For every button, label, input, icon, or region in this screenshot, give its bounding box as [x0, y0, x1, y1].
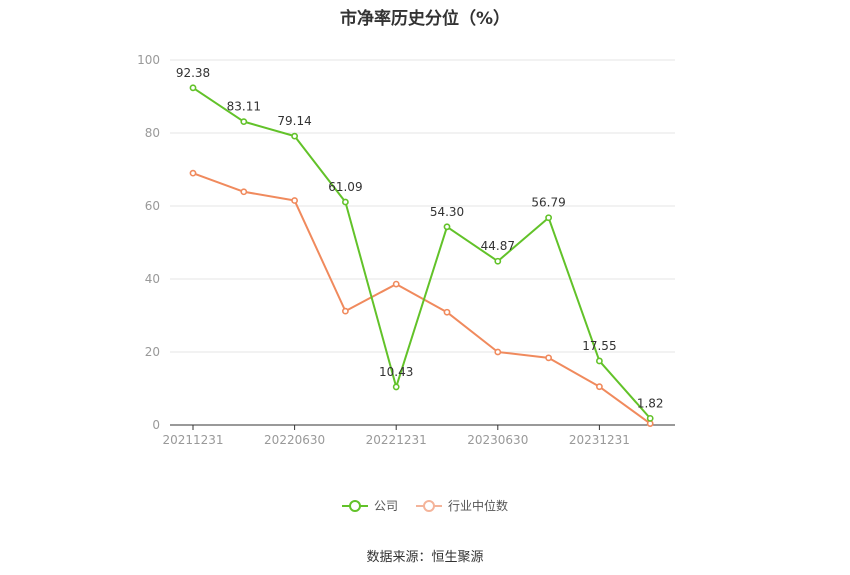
- legend-company-line-icon: [341, 499, 368, 512]
- data-point-industry: [291, 197, 298, 204]
- legend-company-label: 公司: [373, 499, 398, 513]
- grid: [170, 59, 675, 353]
- legend-item-industry[interactable]: 行业中位数: [416, 497, 508, 514]
- data-label-company: 61.09: [328, 180, 362, 194]
- data-point-company: [392, 383, 400, 391]
- data-point-industry: [596, 383, 603, 391]
- y-tick-label: 20: [145, 345, 160, 359]
- data-point-industry: [443, 308, 451, 316]
- data-label-company: 92.38: [176, 66, 210, 80]
- data-point-company: [189, 84, 197, 92]
- series: [189, 84, 654, 427]
- data-point-company: [240, 118, 248, 126]
- data-point-industry: [545, 354, 552, 362]
- chart-title: 市净率历史分位（%）: [339, 9, 511, 29]
- data-point-company: [291, 132, 298, 140]
- y-tick-label: 100: [137, 53, 160, 67]
- data-point-company: [596, 357, 603, 365]
- data-labels: 92.38 83.11 79.14 61.09 10.43 54.30 44.87 56.79…: [176, 66, 664, 411]
- data-point-company: [494, 257, 502, 265]
- data-label-company: 83.11: [227, 100, 261, 114]
- series-line-company: [192, 86, 651, 420]
- x-tick-label: 20211231: [162, 433, 223, 447]
- y-tick-label: 60: [145, 199, 160, 213]
- data-point-company: [443, 223, 451, 231]
- y-tick-label: 80: [145, 126, 160, 140]
- data-point-company: [646, 414, 654, 422]
- legend-industry-line-icon: [416, 499, 442, 512]
- data-point-industry: [392, 280, 400, 288]
- legend-industry-label: 行业中位数: [448, 499, 509, 513]
- y-tick-label: 40: [145, 272, 160, 286]
- data-point-industry: [189, 169, 197, 177]
- data-label-company: 54.30: [430, 205, 464, 219]
- x-tick-label: 20221231: [366, 433, 427, 447]
- x-tick-label: 20230630: [467, 433, 528, 447]
- legend-item-company[interactable]: 公司: [341, 497, 398, 514]
- data-label-company: 10.43: [379, 365, 413, 379]
- series-line-industry: [192, 172, 651, 425]
- data-label-company: 79.14: [277, 114, 311, 128]
- data-label-company: 17.55: [582, 339, 616, 353]
- axes: 0 20 40 60 80 100 20211231 20220630 20221231 2023…: [137, 53, 675, 447]
- y-tick-label: 0: [152, 418, 160, 432]
- data-point-industry: [494, 348, 502, 356]
- x-tick-label: 20220630: [264, 433, 325, 447]
- legend: 公司 行业中位数: [0, 497, 850, 514]
- data-point-company: [341, 198, 349, 206]
- data-point-company: [545, 214, 552, 222]
- data-label-company: 44.87: [481, 239, 515, 253]
- data-point-industry: [341, 307, 349, 315]
- data-label-company: 56.79: [531, 196, 565, 210]
- data-source: 数据来源：恒生聚源: [366, 550, 484, 565]
- x-tick-label: 20231231: [569, 433, 630, 447]
- data-point-industry: [240, 188, 248, 196]
- data-label-company: 1.82: [637, 396, 664, 410]
